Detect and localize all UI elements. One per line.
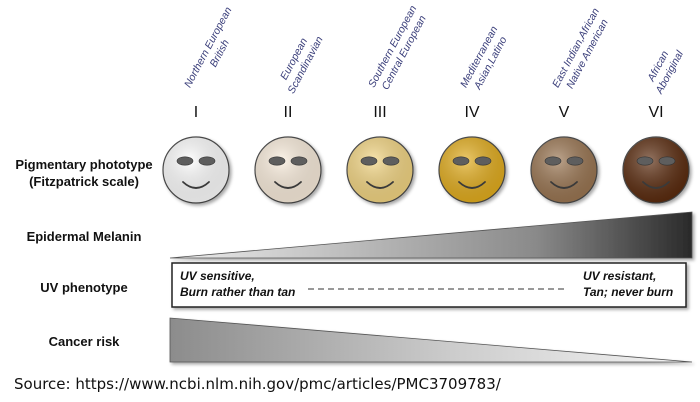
- pigmentary-label-line2: (Fitzpatrick scale): [29, 174, 139, 189]
- pigmentary-label-line1: Pigmentary phototype: [15, 157, 153, 172]
- cancer-risk-label: Cancer risk: [48, 334, 120, 349]
- left-eye: [268, 156, 286, 166]
- left-eye: [544, 156, 562, 166]
- face-shading: [347, 137, 413, 203]
- uv-phenotype-box: [171, 262, 687, 308]
- right-eye: [474, 156, 492, 166]
- right-eye: [382, 156, 400, 166]
- face-6: [622, 136, 690, 204]
- phototype-numeral-1: I: [193, 104, 199, 121]
- left-eye: [452, 156, 470, 166]
- left-eye: [176, 156, 194, 166]
- phototype-numeral-3: III: [373, 104, 387, 121]
- face-5: [530, 136, 598, 204]
- uv-right-line2: Tan; never burn: [583, 285, 674, 299]
- phototype-numeral-6: VI: [648, 104, 664, 121]
- uv-resistant-text: UV resistant, Tan; never burn: [583, 268, 673, 300]
- uv-right-line1: UV resistant,: [583, 269, 657, 283]
- right-eye: [290, 156, 308, 166]
- melanin-wedge: [169, 211, 693, 259]
- smile: [274, 181, 302, 189]
- face-shading: [623, 137, 689, 203]
- face-shading: [163, 137, 229, 203]
- uv-phenotype-label: UV phenotype: [40, 280, 128, 295]
- face-row: [162, 136, 690, 204]
- face-2: [254, 136, 322, 204]
- face-shading: [255, 137, 321, 203]
- smile: [550, 181, 578, 189]
- smile: [458, 181, 486, 189]
- face-shading: [439, 137, 505, 203]
- epidermal-melanin-label: Epidermal Melanin: [26, 229, 142, 244]
- phototype-numeral-2: II: [283, 104, 293, 121]
- pigmentary-phototype-label: Pigmentary phototype (Fitzpatrick scale): [4, 156, 164, 190]
- face-4: [438, 136, 506, 204]
- face-shading: [531, 137, 597, 203]
- source-citation: Source: https://www.ncbi.nlm.nih.gov/pmc…: [14, 375, 501, 393]
- phototype-numeral-5: V: [558, 104, 570, 121]
- smile: [366, 181, 394, 189]
- uv-left-line1: UV sensitive,: [180, 269, 255, 283]
- smile: [182, 181, 210, 189]
- face-1: [162, 136, 230, 204]
- left-eye: [360, 156, 378, 166]
- uv-sensitive-text: UV sensitive, Burn rather than tan: [180, 268, 295, 300]
- left-eye: [636, 156, 654, 166]
- uv-left-line2: Burn rather than tan: [180, 285, 296, 299]
- phototype-numeral-4: IV: [464, 104, 480, 121]
- smile: [642, 181, 670, 189]
- right-eye: [198, 156, 216, 166]
- right-eye: [566, 156, 584, 166]
- cancer-risk-wedge: [169, 317, 693, 363]
- face-3: [346, 136, 414, 204]
- right-eye: [658, 156, 676, 166]
